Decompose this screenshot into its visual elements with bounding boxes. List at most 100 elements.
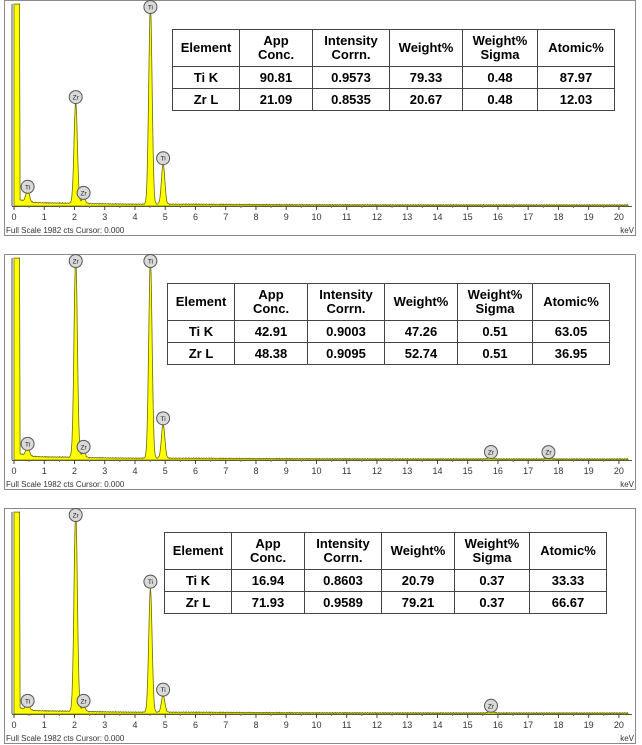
header-cell: Intensity Corrn. <box>312 29 390 67</box>
x-tick-label: 10 <box>311 720 321 730</box>
table-cell: 12.03 <box>537 88 615 111</box>
peak-marker <box>76 185 91 200</box>
peak-marker-label: Ti <box>161 416 166 423</box>
x-tick-label: 11 <box>342 720 351 730</box>
x-tick-label: 6 <box>193 212 198 222</box>
x-tick-label: 11 <box>342 466 351 476</box>
table-cell: 90.81 <box>239 66 313 89</box>
peak-marker <box>143 574 158 589</box>
header-cell: Atomic% <box>532 283 610 321</box>
header-cell: Atomic% <box>537 29 615 67</box>
x-tick-label: 6 <box>193 466 198 476</box>
x-tick-label: 4 <box>132 466 137 476</box>
x-tick-label: 7 <box>223 212 228 222</box>
status-text: Full Scale 1982 cts Cursor: 0.000 <box>6 226 125 235</box>
peak-marker <box>483 444 498 459</box>
table-cell: 79.33 <box>389 66 463 89</box>
x-tick-label: 1 <box>42 720 47 730</box>
table-cell: Ti K <box>167 320 235 343</box>
header-cell: Weight% <box>381 532 455 570</box>
table-cell: Zr L <box>164 591 232 614</box>
x-tick-label: 20 <box>614 720 624 730</box>
peak-marker <box>143 0 158 14</box>
header-cell: Element <box>172 29 240 67</box>
peak-marker <box>68 508 83 522</box>
table-cell: 36.95 <box>532 342 610 365</box>
peak-marker-label: Zr <box>80 190 87 197</box>
table-cell: 20.67 <box>389 88 463 111</box>
x-tick-label: 20 <box>614 466 624 476</box>
table-cell: 0.8535 <box>312 88 390 111</box>
spectrum-area <box>13 257 629 461</box>
spectrum-area <box>13 3 629 207</box>
peak-marker-label: Ti <box>161 156 166 163</box>
header-cell: App Conc. <box>239 29 313 67</box>
header-cell: Element <box>164 532 232 570</box>
x-tick-label: 18 <box>553 720 563 730</box>
table-cell: 52.74 <box>384 342 458 365</box>
table-cell: 0.37 <box>454 591 530 614</box>
x-tick-label: 14 <box>432 720 442 730</box>
peak-marker-label: Zr <box>73 259 80 266</box>
x-axis-unit: keV <box>620 480 634 489</box>
table-cell: 0.9003 <box>307 320 385 343</box>
peak-marker-label: Ti <box>25 441 30 448</box>
x-tick-label: 0 <box>11 212 16 222</box>
table-cell: 21.09 <box>239 88 313 111</box>
table-cell: 33.33 <box>529 569 607 592</box>
header-cell: Intensity Corrn. <box>304 532 382 570</box>
peak-marker <box>156 682 171 697</box>
peak-marker <box>156 151 171 166</box>
x-tick-label: 17 <box>523 466 533 476</box>
peak-marker-label: Zr <box>80 698 87 705</box>
peak-marker <box>20 693 35 708</box>
table-cell: Ti K <box>164 569 232 592</box>
x-tick-label: 8 <box>253 720 258 730</box>
peak-marker-label: Ti <box>161 687 166 694</box>
table-cell: 79.21 <box>381 591 455 614</box>
table-row: Zr L 48.38 0.9095 52.74 0.51 36.95 <box>167 342 610 365</box>
table-cell: 47.26 <box>384 320 458 343</box>
x-tick-label: 5 <box>163 720 168 730</box>
peak-marker <box>541 445 556 460</box>
table-header-row: Element App Conc. Intensity Corrn. Weigh… <box>172 29 615 67</box>
x-axis-unit: keV <box>620 226 634 235</box>
header-cell: Weight% <box>389 29 463 67</box>
table-row: Ti K 90.81 0.9573 79.33 0.48 87.97 <box>172 66 615 89</box>
header-cell: App Conc. <box>234 283 308 321</box>
x-tick-label: 2 <box>72 212 77 222</box>
x-tick-label: 10 <box>311 212 321 222</box>
peak-marker-label: Zr <box>73 513 80 520</box>
x-tick-label: 5 <box>163 212 168 222</box>
peak-marker <box>76 693 91 708</box>
header-cell: Atomic% <box>529 532 607 570</box>
x-tick-label: 17 <box>523 720 533 730</box>
table-row: Zr L 71.93 0.9589 79.21 0.37 66.67 <box>164 591 607 614</box>
quant-table-3: Element App Conc. Intensity Corrn. Weigh… <box>164 532 607 614</box>
table-header-row: Element App Conc. Intensity Corrn. Weigh… <box>164 532 607 570</box>
header-cell: Weight% Sigma <box>457 283 533 321</box>
x-tick-label: 19 <box>584 720 594 730</box>
header-cell: Intensity Corrn. <box>307 283 385 321</box>
x-tick-label: 17 <box>523 212 533 222</box>
x-tick-label: 13 <box>402 212 412 222</box>
table-cell: 63.05 <box>532 320 610 343</box>
status-text: Full Scale 1982 cts Cursor: 0.000 <box>6 734 125 743</box>
table-cell: 0.48 <box>462 88 538 111</box>
spectrum-area <box>13 511 629 715</box>
peak-marker <box>483 698 498 713</box>
x-tick-label: 4 <box>132 212 137 222</box>
x-tick-label: 8 <box>253 466 258 476</box>
x-tick-label: 15 <box>463 212 473 222</box>
peak-marker-label: Zr <box>80 444 87 451</box>
peak-marker-label: Zr <box>488 449 495 456</box>
x-tick-label: 12 <box>372 720 382 730</box>
x-tick-label: 6 <box>193 720 198 730</box>
peak-marker-label: Ti <box>25 698 30 705</box>
peak-marker-label: Ti <box>25 184 30 191</box>
x-tick-label: 18 <box>553 212 563 222</box>
table-cell: 0.51 <box>457 342 533 365</box>
table-cell: 48.38 <box>234 342 308 365</box>
peak-marker <box>68 90 83 105</box>
table-cell: 71.93 <box>231 591 305 614</box>
